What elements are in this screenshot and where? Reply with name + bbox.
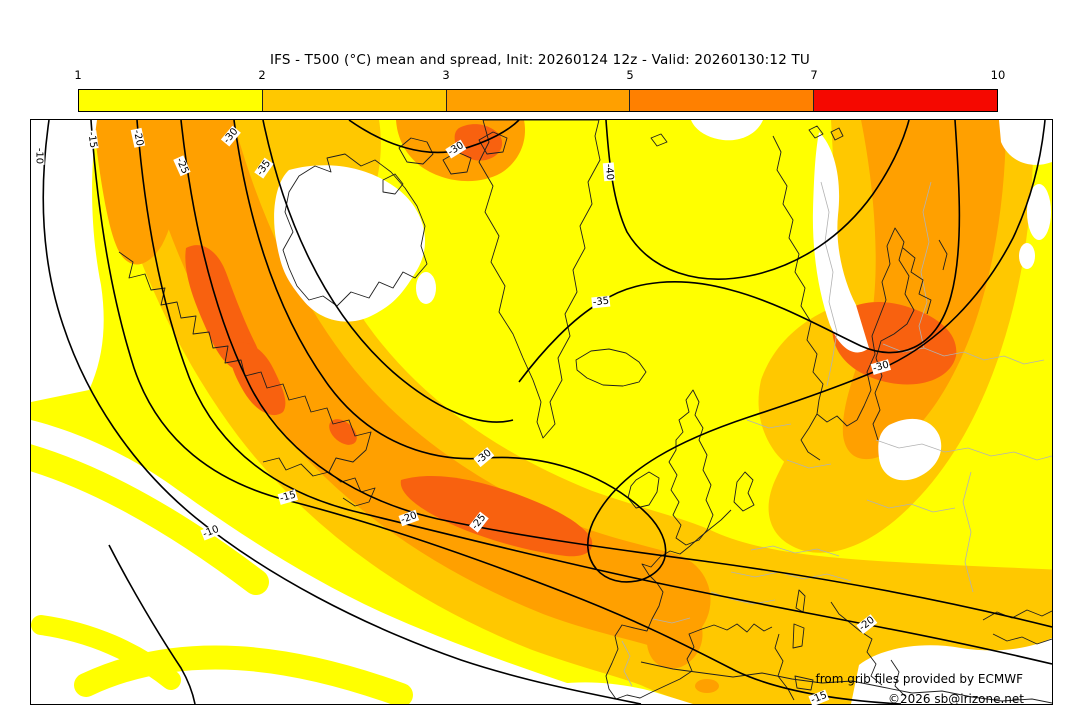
contour-label: -15 — [85, 130, 99, 150]
page-title: IFS - T500 (°C) mean and spread, Init: 2… — [269, 52, 811, 68]
colorbar-tick: 7 — [810, 68, 818, 82]
coastline-layer — [118, 120, 1052, 704]
colorbar-legend: 1 2 3 5 7 10 — [74, 68, 1005, 112]
colorbar-ticks: 1 2 3 5 7 10 — [74, 68, 1005, 84]
map-svg — [31, 120, 1052, 704]
colorbar-segment — [261, 90, 446, 111]
attribution-source: from grib files provided by ECMWF — [815, 672, 1023, 686]
colorbar-tick: 5 — [626, 68, 634, 82]
attribution-copyright: ©2026 sb@irizone.net — [888, 692, 1024, 706]
colorbar-tick: 3 — [442, 68, 450, 82]
colorbar-tick: 2 — [258, 68, 266, 82]
map-canvas: -10 -10 -15 -15 -15 -20 -20 -20 -25 -25 -30 -30 -30-… — [30, 119, 1053, 707]
colorbar-tick: 10 — [990, 68, 1006, 82]
contour-label: -35 — [591, 295, 611, 309]
contour-label: -10 — [33, 146, 45, 166]
colorbar-segment — [445, 90, 630, 111]
country-border-layer — [621, 181, 1052, 687]
spread-fill-layer — [31, 120, 1052, 704]
colorbar — [78, 89, 998, 112]
colorbar-segment — [813, 90, 997, 111]
colorbar-segment — [629, 90, 814, 111]
contour-label: -40 — [602, 162, 616, 182]
colorbar-tick: 1 — [74, 68, 82, 82]
colorbar-segment — [79, 90, 262, 111]
